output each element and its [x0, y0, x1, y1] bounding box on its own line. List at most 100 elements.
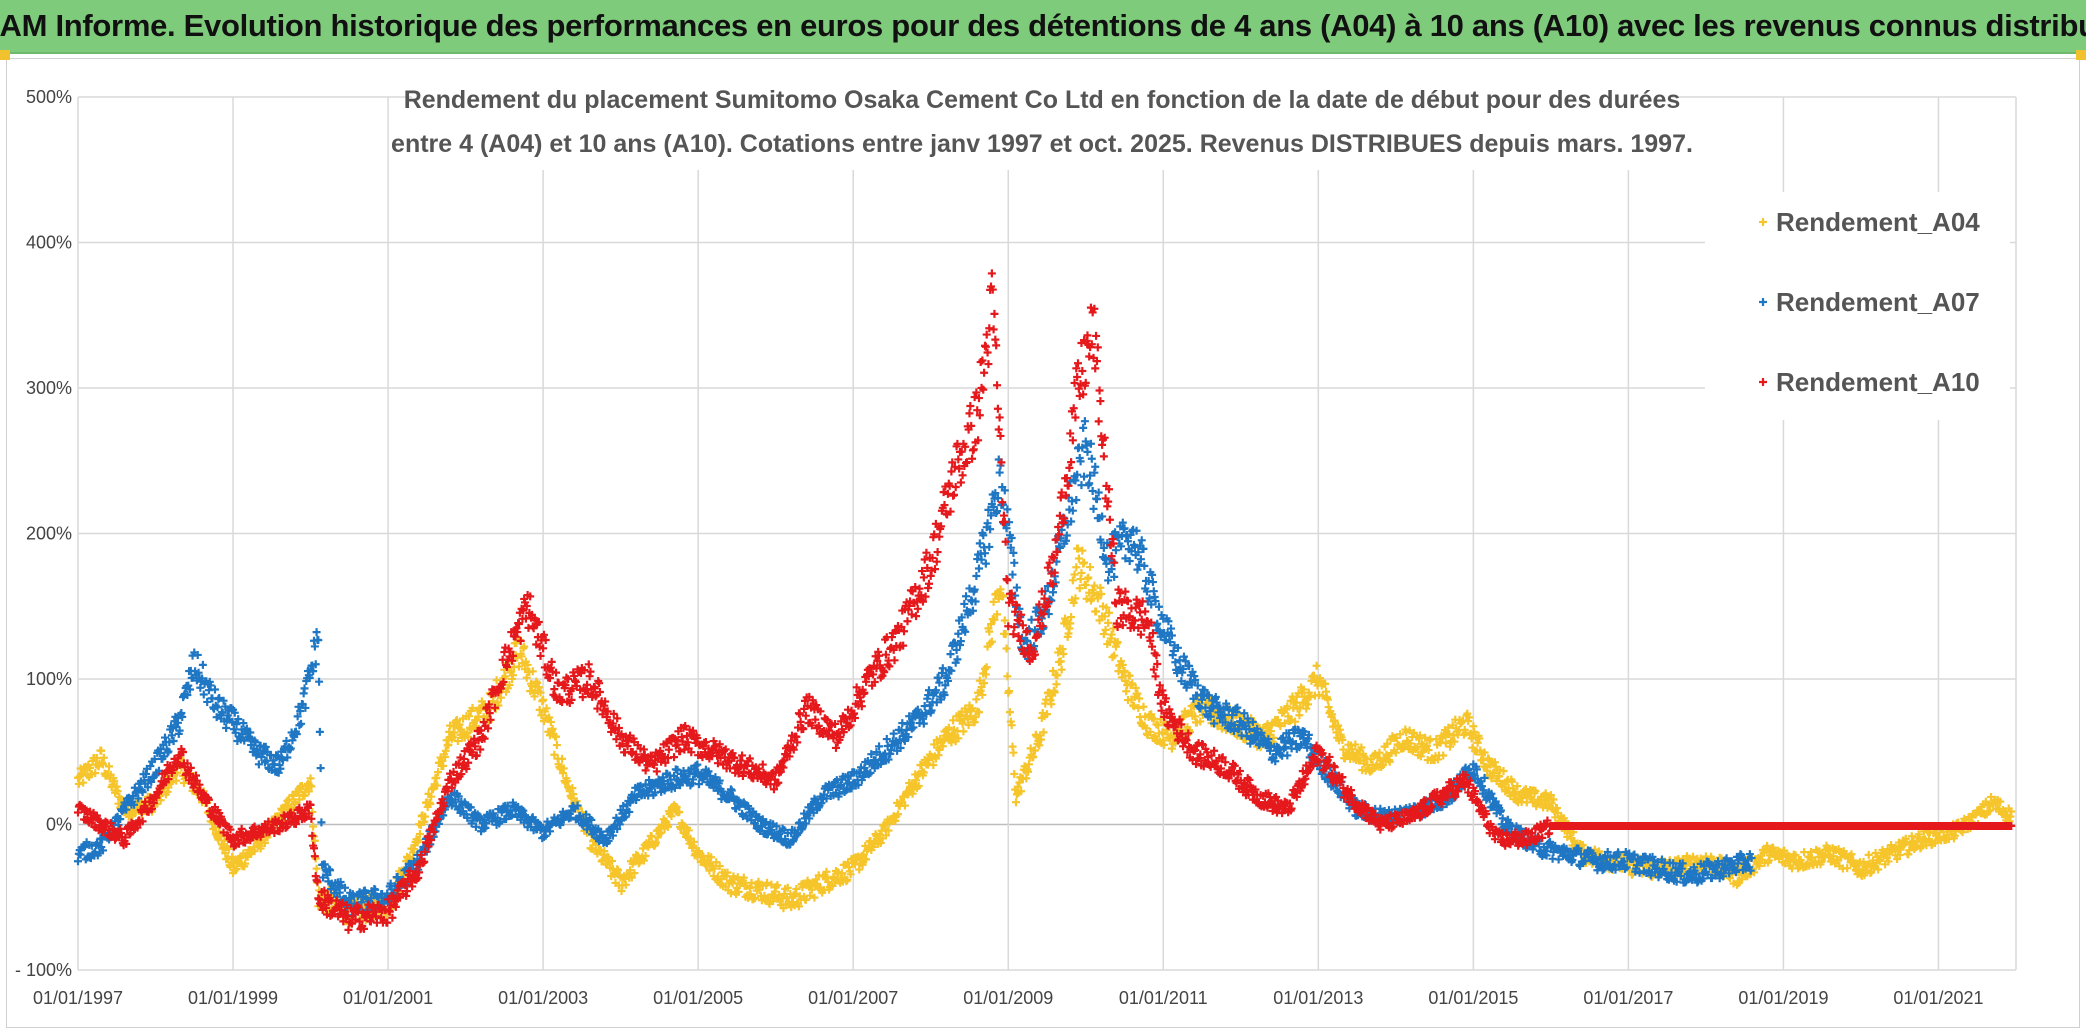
data-point	[626, 866, 635, 875]
data-point	[534, 683, 543, 692]
data-point	[707, 853, 716, 862]
data-point	[559, 764, 568, 773]
data-point	[747, 878, 756, 887]
data-point	[220, 836, 229, 845]
data-point	[838, 869, 847, 878]
data-point	[508, 671, 517, 680]
data-point	[715, 862, 724, 871]
data-point	[224, 845, 233, 854]
data-point	[1010, 558, 1019, 567]
data-point	[172, 776, 181, 785]
data-point	[453, 737, 462, 746]
data-point	[434, 768, 443, 777]
data-point	[985, 542, 994, 551]
data-point	[307, 782, 316, 791]
grid-lines	[77, 96, 2017, 971]
data-point	[92, 753, 101, 762]
data-point	[315, 727, 324, 736]
data-point	[1005, 708, 1014, 717]
data-point	[1091, 462, 1100, 471]
data-point	[1072, 495, 1081, 504]
data-point	[295, 795, 304, 804]
data-point	[496, 693, 505, 702]
data-point	[432, 773, 441, 782]
data-point	[783, 883, 792, 892]
data-point	[981, 559, 990, 568]
data-point	[801, 895, 810, 904]
data-point	[1008, 570, 1017, 579]
data-point	[639, 856, 648, 865]
data-point	[584, 660, 593, 669]
data-point	[312, 864, 321, 873]
data-point	[946, 650, 955, 659]
data-point	[523, 660, 532, 669]
data-point	[657, 828, 666, 837]
data-point	[754, 877, 763, 886]
data-point	[256, 844, 265, 853]
data-point	[962, 592, 971, 601]
data-point	[1057, 665, 1066, 674]
data-point	[627, 873, 636, 882]
data-point	[569, 790, 578, 799]
data-point	[1086, 563, 1095, 572]
data-point	[241, 859, 250, 868]
data-point	[1009, 748, 1018, 757]
data-point	[312, 628, 321, 637]
data-point	[558, 754, 567, 763]
data-point	[1139, 702, 1148, 711]
data-point	[97, 746, 106, 755]
data-point	[734, 887, 743, 896]
data-point	[468, 703, 477, 712]
data-point	[536, 688, 545, 697]
data-point	[586, 667, 595, 676]
data-point	[995, 468, 1004, 477]
data-point	[728, 879, 737, 888]
data-point	[464, 732, 473, 741]
data-point	[91, 769, 100, 778]
data-point	[300, 684, 309, 693]
data-point	[846, 870, 855, 879]
data-point	[198, 660, 207, 669]
data-point	[1312, 661, 1321, 670]
data-point	[441, 746, 450, 755]
data-point	[542, 704, 551, 713]
data-point	[972, 572, 981, 581]
data-point	[1439, 751, 1448, 760]
data-point	[651, 838, 660, 847]
data-point	[533, 678, 542, 687]
corner-marker-right	[2076, 50, 2086, 60]
data-point	[641, 851, 650, 860]
data-point	[723, 868, 732, 877]
data-point	[520, 642, 529, 651]
data-point	[1012, 583, 1021, 592]
data-point	[1083, 447, 1092, 456]
data-point	[664, 822, 673, 831]
data-point	[1002, 644, 1011, 653]
data-point	[216, 832, 225, 841]
data-point	[501, 672, 510, 681]
data-point	[630, 869, 639, 878]
data-point	[807, 885, 816, 894]
data-point	[309, 822, 318, 831]
data-point	[608, 856, 617, 865]
data-point	[110, 777, 119, 786]
data-point	[1074, 554, 1083, 563]
data-point	[156, 796, 165, 805]
data-point	[1084, 573, 1093, 582]
data-point	[444, 740, 453, 749]
data-point	[505, 681, 514, 690]
data-point	[1011, 798, 1020, 807]
data-point	[794, 902, 803, 911]
data-point	[974, 564, 983, 573]
data-point	[448, 733, 457, 742]
data-point	[530, 692, 539, 701]
data-point	[105, 762, 114, 771]
data-point	[710, 864, 719, 873]
data-point	[751, 894, 760, 903]
data-point	[285, 795, 294, 804]
data-point	[113, 787, 122, 796]
data-point	[310, 836, 319, 845]
data-point	[763, 878, 772, 887]
data-point	[1148, 578, 1157, 587]
data-point	[667, 812, 676, 821]
